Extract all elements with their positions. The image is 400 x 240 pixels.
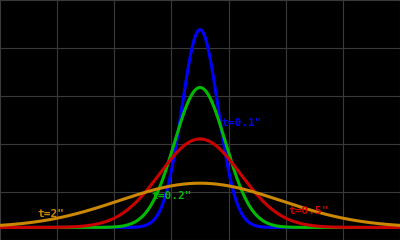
Text: t=0.2": t=0.2" [152, 191, 192, 201]
Text: t=0.1": t=0.1" [222, 118, 262, 128]
Text: t=0.5": t=0.5" [288, 206, 329, 216]
Text: t=2": t=2" [37, 209, 64, 218]
